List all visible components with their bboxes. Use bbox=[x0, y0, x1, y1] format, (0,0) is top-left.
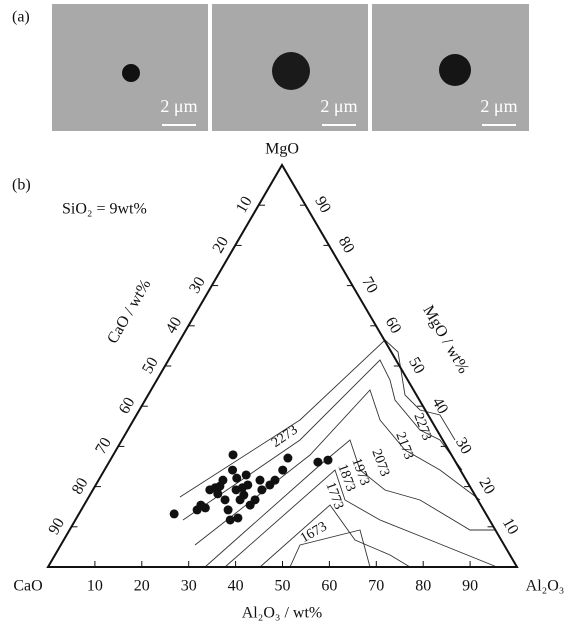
c-tick-label: 90 bbox=[45, 515, 68, 537]
page: {"panel_a": {"label": "(a)", "scale_labe… bbox=[0, 0, 575, 632]
isotherm-labels: 2273 2273 2173 2073 1973 1873 1773 1673 bbox=[269, 411, 434, 546]
axis-label: CaO / wt% bbox=[104, 277, 154, 347]
m-tick-label: 70 bbox=[358, 274, 381, 296]
c-tick-label: 50 bbox=[139, 354, 162, 376]
vertex-label: CaO bbox=[13, 578, 42, 595]
data-point bbox=[226, 515, 235, 524]
isotherm-label: 2173 bbox=[392, 430, 416, 461]
isotherm-label: 2273 bbox=[269, 423, 301, 451]
vertex-label: Al₂O₃ bbox=[526, 578, 565, 595]
data-point bbox=[201, 503, 210, 512]
m-tick-label: 90 bbox=[311, 194, 334, 216]
scale-label: 2 μm bbox=[160, 96, 197, 116]
scale-label: 2 μm bbox=[320, 96, 357, 116]
subtitle: SiO₂ = 9wt% bbox=[62, 201, 147, 218]
inclusion bbox=[439, 54, 471, 86]
data-point bbox=[243, 480, 252, 489]
a-tick-label: 90 bbox=[462, 578, 478, 595]
a-tick-label: 40 bbox=[228, 578, 244, 595]
data-point bbox=[213, 489, 222, 498]
data-point bbox=[278, 466, 287, 475]
m-tick-label: 80 bbox=[335, 234, 358, 256]
data-point bbox=[224, 505, 233, 514]
data-point bbox=[283, 454, 292, 463]
data-point bbox=[233, 513, 242, 522]
data-point bbox=[229, 450, 238, 459]
data-point bbox=[313, 458, 322, 467]
c-tick-label: 10 bbox=[233, 194, 256, 216]
m-tick-label: 50 bbox=[405, 354, 428, 376]
inclusion bbox=[122, 64, 140, 82]
isotherms bbox=[180, 340, 497, 567]
c-tick-label: 30 bbox=[186, 274, 209, 296]
scale-label: 2 μm bbox=[480, 96, 517, 116]
c-tick-label: 60 bbox=[116, 395, 139, 417]
isotherm-label: 2273 bbox=[410, 411, 434, 442]
data-point bbox=[228, 466, 237, 475]
data-point bbox=[239, 491, 248, 500]
m-tick-label: 60 bbox=[382, 314, 405, 336]
isotherm-label: 2073 bbox=[368, 447, 392, 478]
panel-label: (a) bbox=[12, 9, 30, 26]
data-point bbox=[218, 476, 227, 485]
data-point bbox=[242, 470, 251, 479]
a-tick-label: 70 bbox=[368, 578, 384, 595]
data-point bbox=[255, 476, 264, 485]
data-point bbox=[251, 495, 260, 504]
data-point bbox=[270, 476, 279, 485]
panel-label: (b) bbox=[12, 177, 31, 194]
a-tick-label: 10 bbox=[87, 578, 103, 595]
data-point bbox=[232, 474, 241, 483]
axis-label: Al₂O₃ / wt% bbox=[242, 605, 322, 622]
inclusion bbox=[272, 52, 310, 90]
data-point bbox=[323, 456, 332, 465]
data-point bbox=[170, 509, 179, 518]
a-tick-label: 50 bbox=[275, 578, 291, 595]
m-tick-label: 30 bbox=[452, 435, 475, 457]
m-tick-label: 20 bbox=[475, 475, 498, 497]
isotherm-label: 1673 bbox=[298, 519, 330, 546]
a-tick-label: 30 bbox=[181, 578, 197, 595]
micrographs: 2 μm 2 μm 2 μm bbox=[52, 4, 529, 131]
c-tick-label: 40 bbox=[163, 314, 186, 336]
a-tick-label: 60 bbox=[321, 578, 337, 595]
a-tick-label: 20 bbox=[134, 578, 150, 595]
m-tick-label: 40 bbox=[429, 395, 452, 417]
c-tick-label: 20 bbox=[210, 234, 233, 256]
a-tick-label: 80 bbox=[415, 578, 431, 595]
m-tick-label: 10 bbox=[499, 515, 522, 537]
c-tick-label: 70 bbox=[92, 435, 115, 457]
figure: (a) 2 μm 2 μm 2 μm (b) SiO₂ = 9wt% MgO C… bbox=[0, 0, 575, 632]
vertex-label: MgO bbox=[265, 141, 299, 158]
data-point bbox=[257, 485, 266, 494]
triangle bbox=[48, 165, 517, 567]
c-tick-label: 80 bbox=[69, 475, 92, 497]
data-point bbox=[221, 495, 230, 504]
